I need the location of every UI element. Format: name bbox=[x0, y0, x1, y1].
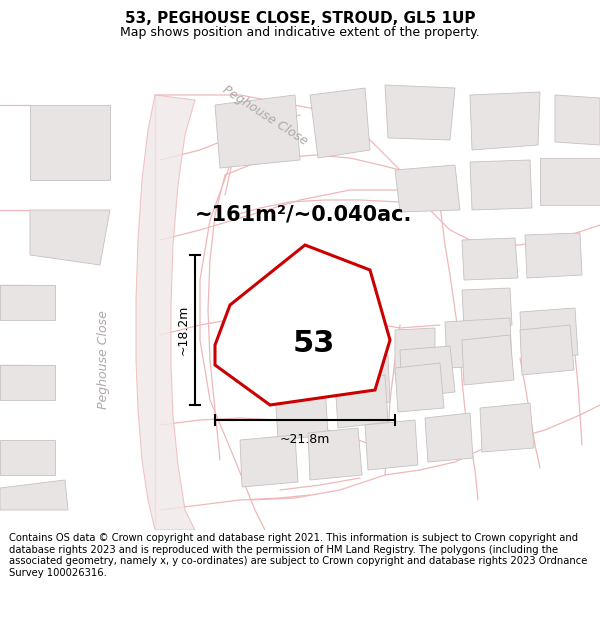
Polygon shape bbox=[215, 95, 300, 168]
Polygon shape bbox=[395, 165, 460, 212]
Text: Peghouse Close: Peghouse Close bbox=[97, 311, 110, 409]
Polygon shape bbox=[340, 355, 390, 408]
Polygon shape bbox=[365, 420, 418, 470]
Polygon shape bbox=[540, 158, 600, 205]
Polygon shape bbox=[470, 160, 532, 210]
Polygon shape bbox=[520, 308, 578, 358]
Text: Map shows position and indicative extent of the property.: Map shows position and indicative extent… bbox=[120, 26, 480, 39]
Polygon shape bbox=[385, 85, 455, 140]
Polygon shape bbox=[0, 480, 68, 510]
Text: 53, PEGHOUSE CLOSE, STROUD, GL5 1UP: 53, PEGHOUSE CLOSE, STROUD, GL5 1UP bbox=[125, 11, 475, 26]
Polygon shape bbox=[136, 95, 195, 530]
Polygon shape bbox=[400, 346, 455, 398]
Polygon shape bbox=[308, 428, 362, 480]
Polygon shape bbox=[395, 328, 435, 375]
Polygon shape bbox=[215, 245, 390, 405]
Polygon shape bbox=[462, 335, 514, 385]
Polygon shape bbox=[30, 105, 110, 180]
Polygon shape bbox=[275, 385, 328, 440]
Text: Contains OS data © Crown copyright and database right 2021. This information is : Contains OS data © Crown copyright and d… bbox=[9, 533, 587, 578]
Polygon shape bbox=[520, 325, 574, 375]
Polygon shape bbox=[335, 375, 388, 428]
Polygon shape bbox=[480, 403, 534, 452]
Text: 53: 53 bbox=[293, 329, 335, 357]
Text: ~161m²/~0.040ac.: ~161m²/~0.040ac. bbox=[195, 205, 412, 225]
Polygon shape bbox=[462, 238, 518, 280]
Polygon shape bbox=[240, 435, 298, 487]
Polygon shape bbox=[395, 363, 444, 412]
Polygon shape bbox=[445, 318, 512, 368]
Text: ~18.2m: ~18.2m bbox=[177, 305, 190, 355]
Polygon shape bbox=[0, 365, 55, 400]
Polygon shape bbox=[462, 288, 512, 328]
Polygon shape bbox=[525, 233, 582, 278]
Text: ~21.8m: ~21.8m bbox=[280, 433, 330, 446]
Polygon shape bbox=[0, 285, 55, 320]
Polygon shape bbox=[30, 210, 110, 265]
Text: Peghouse Close: Peghouse Close bbox=[220, 82, 310, 148]
Polygon shape bbox=[425, 413, 473, 462]
Polygon shape bbox=[470, 92, 540, 150]
Polygon shape bbox=[0, 440, 55, 475]
Polygon shape bbox=[555, 95, 600, 145]
Polygon shape bbox=[310, 88, 370, 158]
